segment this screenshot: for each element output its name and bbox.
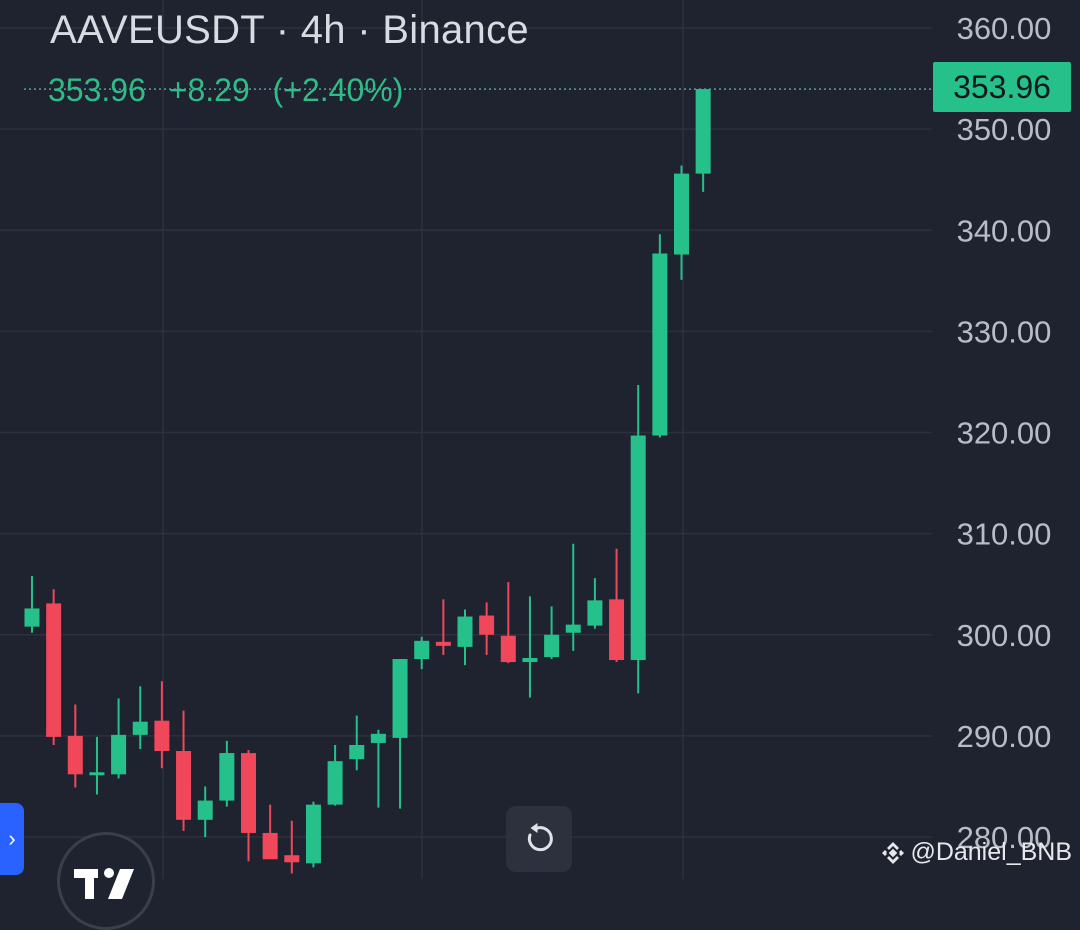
candle-down — [154, 720, 170, 752]
candle-up — [522, 658, 538, 663]
candle-up — [565, 624, 581, 633]
candle-up — [305, 804, 321, 864]
price-axis[interactable]: 360.00 350.00 340.00 330.00 320.00 310.00 300.… — [957, 11, 1052, 855]
y-tick-label: 310.00 — [957, 517, 1052, 552]
chart-background — [0, 0, 1080, 879]
price-quote: 353.96 +8.29 (+2.40%) — [48, 72, 403, 109]
candle-up — [111, 734, 127, 775]
candle-up — [24, 608, 40, 627]
candlestick-chart[interactable]: 360.00 350.00 340.00 330.00 320.00 310.00 300.… — [0, 0, 1080, 879]
chevron-right-icon: › — [8, 826, 16, 851]
y-tick-label: 280.00 — [957, 820, 1052, 855]
candle-down — [284, 855, 300, 863]
candle-up — [414, 640, 430, 660]
candle-down — [609, 599, 625, 661]
candle-up — [630, 435, 646, 661]
candle-up — [197, 800, 213, 820]
y-tick-label: 300.00 — [957, 618, 1052, 653]
watermark-text: @Daniel_BNB — [910, 838, 1072, 866]
last-price: 353.96 — [48, 72, 146, 108]
candle-down — [176, 751, 192, 820]
candle-down — [241, 753, 256, 833]
candle-up — [349, 744, 365, 760]
binance-icon — [882, 841, 905, 864]
candle-up — [544, 634, 560, 657]
y-tick-label: 320.00 — [957, 416, 1052, 451]
candle-up — [392, 659, 408, 738]
y-tick-label: 340.00 — [957, 213, 1052, 248]
candle-up — [219, 753, 235, 801]
y-tick-label: 330.00 — [957, 314, 1052, 349]
candle-down — [500, 635, 516, 663]
candle-down — [262, 832, 278, 860]
y-tick-label: 290.00 — [957, 719, 1052, 754]
y-tick-label: 360.00 — [957, 11, 1052, 46]
candle-down — [67, 735, 83, 775]
candle-up — [132, 721, 148, 735]
candle-up — [370, 733, 386, 743]
candle-down — [479, 615, 495, 635]
candle-up — [695, 89, 711, 174]
tradingview-icon — [74, 868, 134, 899]
reset-icon — [527, 823, 553, 852]
price-change: +8.29 — [168, 72, 250, 108]
expand-panel-button[interactable]: › — [0, 803, 24, 875]
y-tick-label: 350.00 — [957, 112, 1052, 147]
chart-title: AAVEUSDT · 4h · Binance — [50, 8, 529, 52]
candle-up — [89, 772, 105, 776]
candle-up — [674, 173, 689, 255]
candle-up — [327, 761, 343, 805]
candle-up — [652, 253, 668, 436]
candle-up — [587, 600, 603, 626]
tradingview-logo[interactable] — [57, 832, 155, 930]
reset-chart-button[interactable] — [506, 806, 572, 872]
last-price-badge: 353.96 — [933, 62, 1071, 112]
candle-down — [435, 641, 451, 646]
candles — [24, 89, 711, 874]
candle-up — [457, 616, 473, 647]
candle-down — [46, 603, 62, 737]
price-change-percent: (+2.40%) — [272, 72, 404, 108]
watermark: @Daniel_BNB — [880, 838, 1072, 867]
